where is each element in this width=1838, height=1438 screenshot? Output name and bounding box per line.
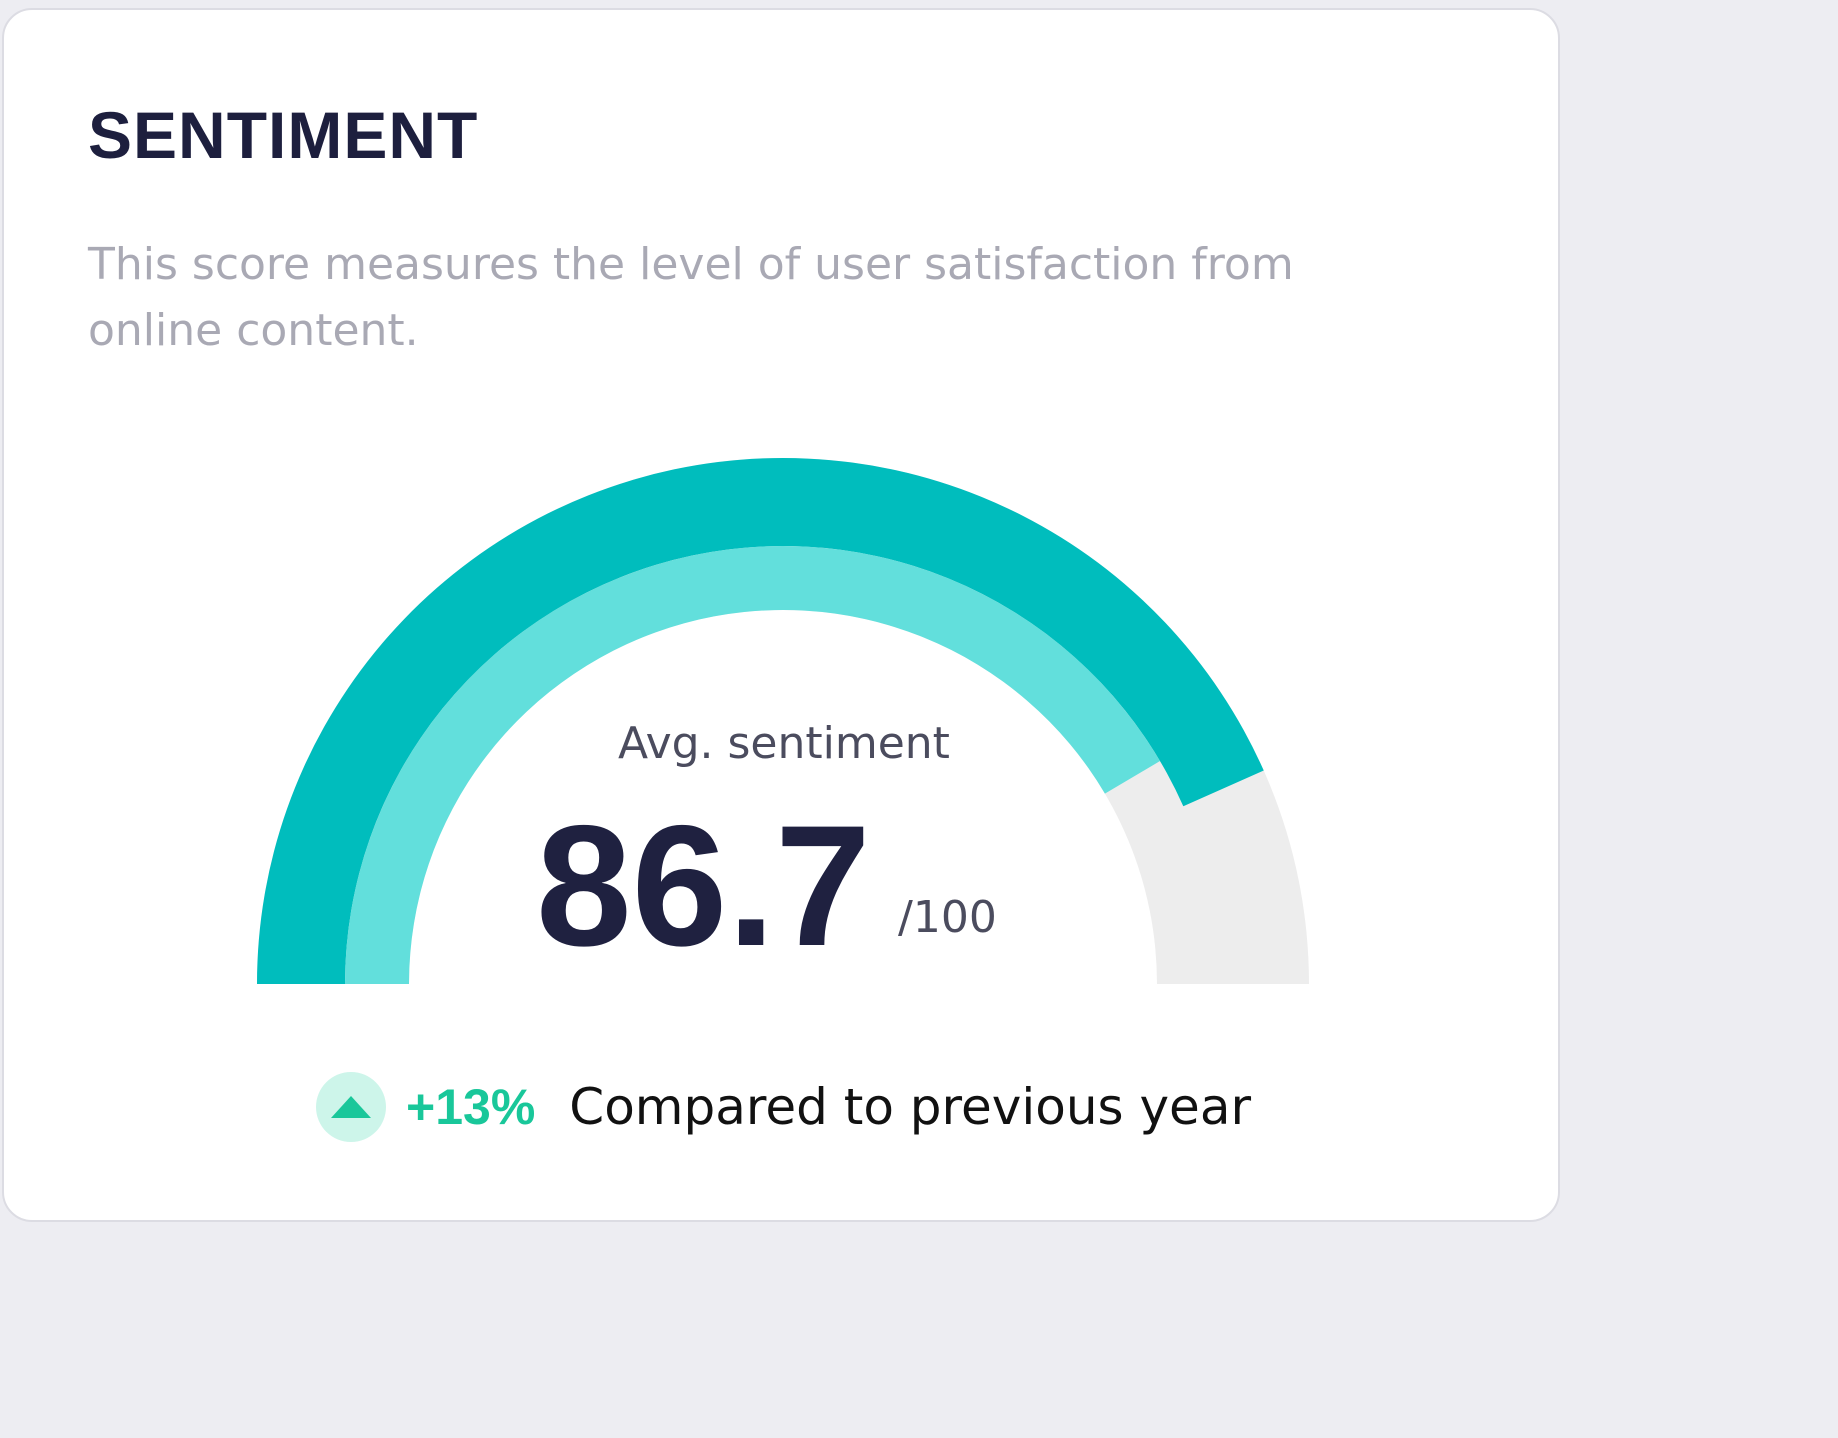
- gauge-inner-arc: [345, 546, 1161, 984]
- arrow-up-icon: [316, 1072, 386, 1142]
- trend-value: +13%: [406, 1079, 536, 1135]
- card-description: This score measures the level of user sa…: [88, 239, 1294, 356]
- gauge-max-label: /100: [898, 892, 997, 943]
- card-title: SENTIMENT: [88, 98, 479, 172]
- gauge-outer-arc: [257, 458, 1264, 984]
- trend-text: Compared to previous year: [569, 1078, 1252, 1136]
- gauge-label: Avg. sentiment: [618, 718, 950, 769]
- arrow-up-shape: [331, 1096, 371, 1118]
- sentiment-card: [2, 8, 1560, 1222]
- trend-row: +13% Compared to previous year: [316, 1072, 1251, 1142]
- gauge-value: 86.7: [536, 790, 871, 982]
- sentiment-gauge: [257, 458, 1309, 984]
